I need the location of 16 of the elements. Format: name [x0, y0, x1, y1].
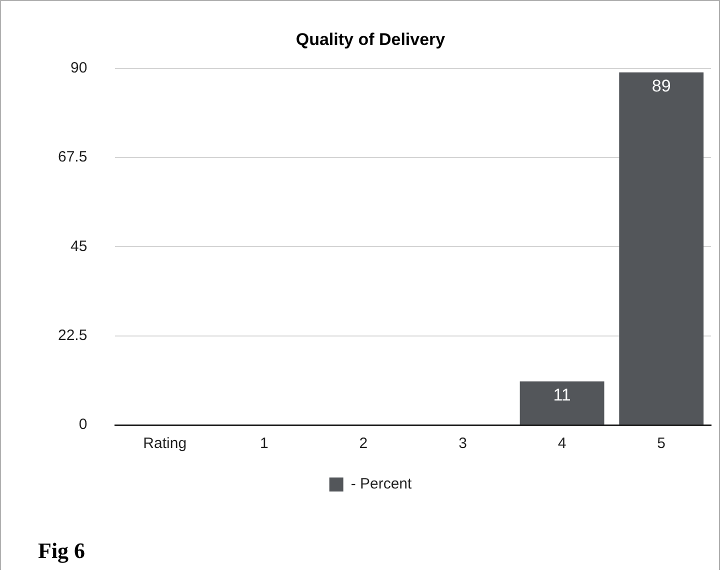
x-tick-label: Rating: [143, 435, 187, 452]
legend-label: - Percent: [350, 476, 413, 493]
x-tick-label: 2: [359, 435, 368, 452]
data-label: 89: [652, 76, 671, 96]
chart-title: Quality of Delivery: [296, 30, 446, 49]
x-tick-label: 4: [558, 435, 566, 452]
y-tick-label: 90: [70, 60, 88, 77]
data-label: 11: [553, 386, 571, 405]
x-tick-label: 3: [458, 435, 467, 452]
x-tick-label: 1: [260, 435, 268, 452]
y-tick-label: 45: [70, 238, 88, 255]
y-tick-label: 22.5: [58, 326, 88, 344]
caption: Fig 6: [38, 538, 86, 564]
y-tick-label: 0: [78, 416, 88, 434]
y-tick-label: 67.5: [58, 148, 88, 166]
x-tick-label: 5: [657, 435, 666, 452]
